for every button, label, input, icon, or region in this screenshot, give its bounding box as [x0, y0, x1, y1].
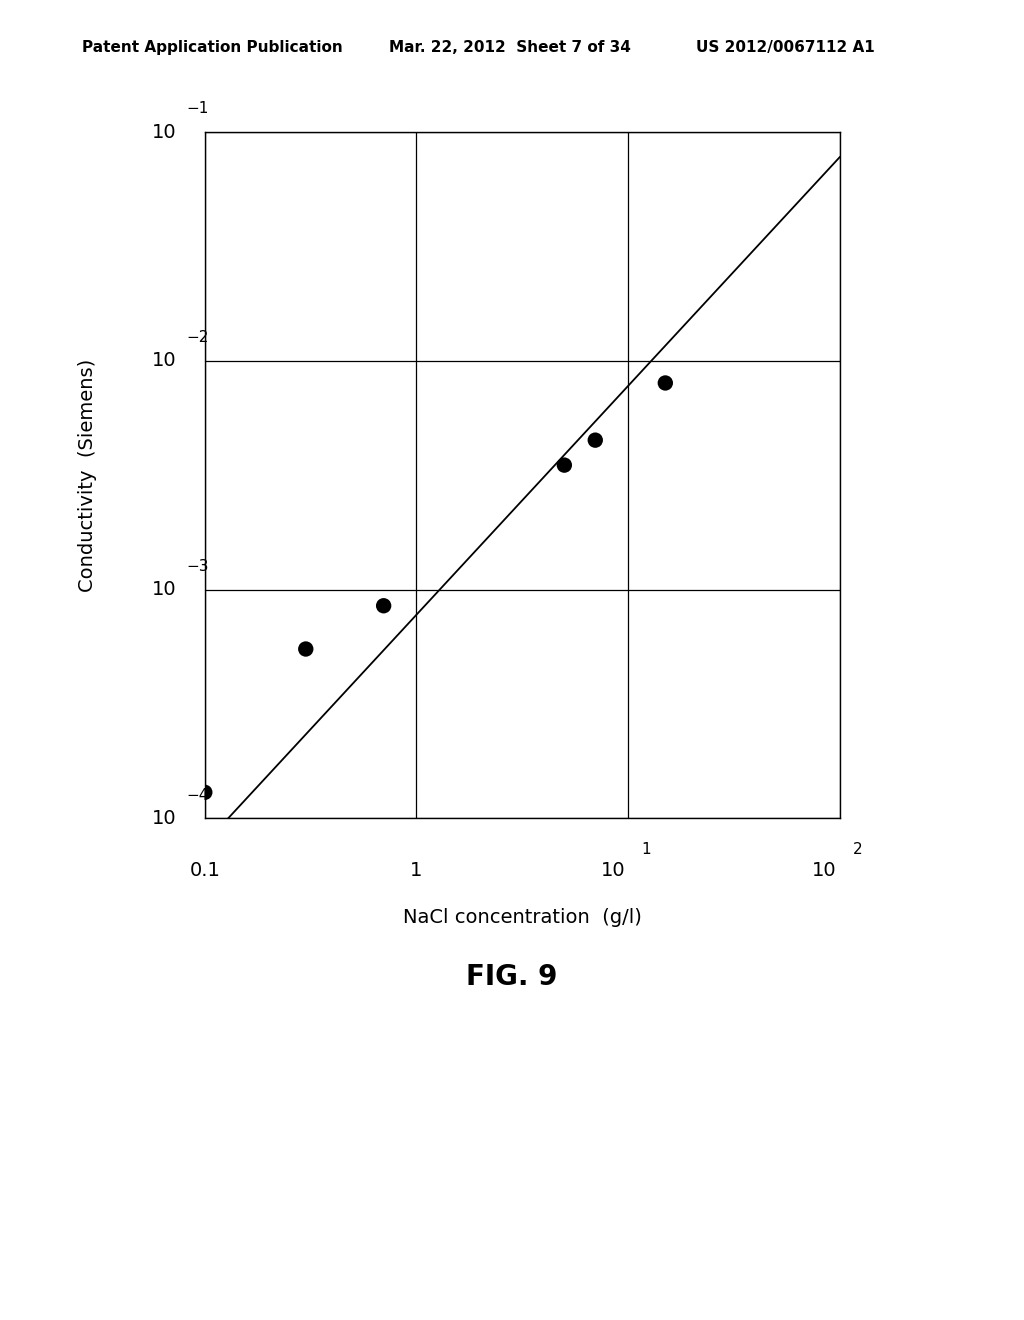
Text: 10: 10: [152, 351, 176, 371]
Point: [657, 372, 674, 393]
Text: 10: 10: [152, 809, 176, 828]
Point: [556, 454, 572, 475]
Text: 10: 10: [152, 123, 176, 141]
Text: 2: 2: [853, 842, 862, 857]
Text: −4: −4: [186, 788, 209, 803]
Text: Conductivity  (Siemens): Conductivity (Siemens): [78, 359, 96, 591]
Text: −2: −2: [186, 330, 209, 345]
Text: US 2012/0067112 A1: US 2012/0067112 A1: [696, 40, 876, 54]
Point: [376, 595, 392, 616]
Point: [197, 781, 213, 803]
Text: 0.1: 0.1: [189, 861, 220, 879]
Text: 10: 10: [152, 579, 176, 599]
Text: Patent Application Publication: Patent Application Publication: [82, 40, 343, 54]
Text: −3: −3: [186, 558, 209, 574]
Point: [587, 429, 603, 450]
Point: [298, 639, 314, 660]
Text: 1: 1: [411, 861, 423, 879]
Text: Mar. 22, 2012  Sheet 7 of 34: Mar. 22, 2012 Sheet 7 of 34: [389, 40, 631, 54]
Text: 1: 1: [641, 842, 651, 857]
Text: FIG. 9: FIG. 9: [466, 962, 558, 991]
Text: 10: 10: [812, 861, 837, 879]
Text: 10: 10: [600, 861, 625, 879]
Text: −1: −1: [186, 102, 209, 116]
Text: NaCl concentration  (g/l): NaCl concentration (g/l): [402, 908, 642, 927]
